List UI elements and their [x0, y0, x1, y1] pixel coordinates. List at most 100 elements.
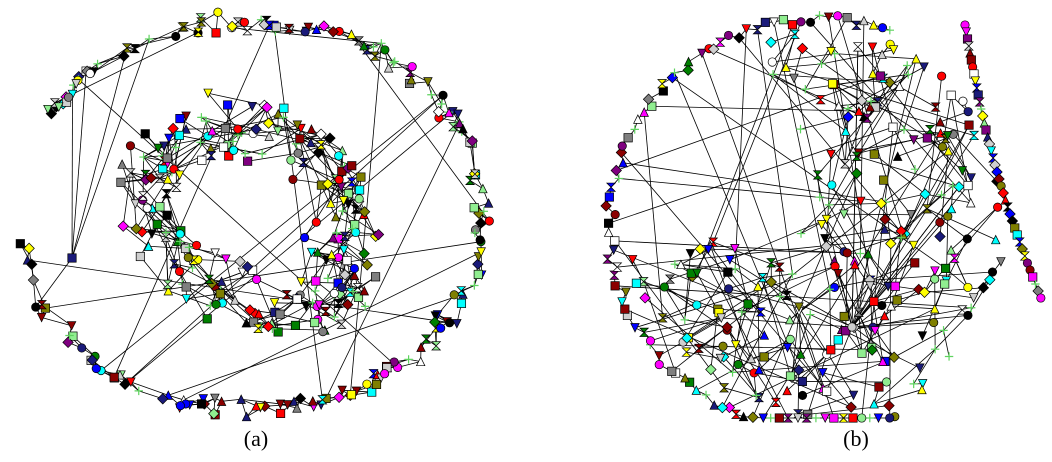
- graph-node: [833, 100, 844, 111]
- graph-node: [203, 88, 213, 99]
- graph-node: [833, 11, 843, 21]
- graph-node: [753, 281, 763, 291]
- graph-edge: [894, 230, 902, 287]
- graph-edge: [829, 202, 882, 206]
- graph-node: [226, 20, 238, 33]
- graph-node: [815, 192, 824, 202]
- graph-node: [125, 141, 135, 151]
- graph-node: [703, 244, 714, 255]
- graph-edge: [833, 77, 884, 85]
- graph-edge: [221, 398, 242, 402]
- nodes-layer: [15, 7, 494, 422]
- graph-edge: [427, 81, 442, 105]
- graph-node: [865, 413, 874, 423]
- graph-edge: [858, 129, 905, 154]
- graph-node: [963, 181, 973, 191]
- graph-node: [273, 327, 283, 337]
- graph-node: [333, 298, 344, 308]
- graph-edge: [851, 124, 970, 328]
- graph-edge: [299, 138, 340, 180]
- graph-node: [918, 286, 931, 298]
- graph-node: [778, 15, 788, 25]
- graph-node: [208, 407, 220, 420]
- graph-node: [805, 17, 816, 27]
- graph-edge: [741, 311, 765, 336]
- graph-node: [161, 228, 171, 237]
- graph-node: [795, 349, 806, 359]
- graph-node: [953, 181, 965, 193]
- graph-node: [843, 104, 853, 113]
- graph-node: [630, 125, 639, 134]
- graph-node: [306, 124, 317, 134]
- graph-node: [752, 25, 763, 35]
- graph-node: [890, 281, 900, 291]
- graph-node: [279, 113, 288, 122]
- graph-node: [614, 174, 624, 183]
- graph-node: [725, 255, 735, 265]
- graph-node: [728, 368, 737, 377]
- graph-edge: [952, 134, 998, 182]
- graph-edge: [615, 285, 972, 309]
- graph-node: [191, 240, 202, 250]
- graph-edge: [728, 277, 763, 290]
- graph-node: [284, 23, 295, 33]
- graph-node: [883, 76, 896, 89]
- graph-edge: [825, 154, 832, 247]
- graph-node: [825, 285, 834, 294]
- nodes-layer: [600, 11, 1046, 423]
- graph-node: [759, 330, 770, 340]
- graph-edge: [616, 75, 881, 171]
- graph-node: [866, 344, 878, 356]
- graph-node: [654, 360, 664, 370]
- graph-edge: [889, 243, 892, 419]
- graph-node: [65, 331, 74, 340]
- graph-node: [188, 263, 197, 273]
- graph-node: [334, 175, 344, 185]
- graph-node: [855, 196, 866, 207]
- graph-node: [164, 133, 174, 144]
- graph-node: [145, 172, 157, 184]
- graph-node: [286, 155, 296, 165]
- graph-node: [870, 326, 880, 336]
- graph-node: [718, 341, 728, 351]
- graph-node: [175, 114, 185, 124]
- graph-edge: [337, 238, 355, 269]
- graph-edge: [634, 265, 836, 329]
- graph-edge: [283, 117, 322, 146]
- graph-edge: [810, 314, 842, 330]
- graph-node: [275, 399, 286, 410]
- graph-node: [883, 399, 895, 412]
- graph-node: [306, 137, 316, 148]
- graph-node: [241, 411, 252, 422]
- graph-edge: [671, 150, 949, 372]
- graph-edge: [752, 173, 858, 418]
- graph-node: [236, 394, 246, 404]
- graph-node: [322, 178, 334, 190]
- graph-node: [681, 332, 693, 344]
- graph-node: [336, 319, 347, 329]
- graph-node: [330, 312, 339, 322]
- graph-node: [935, 217, 945, 227]
- graph-node: [868, 68, 878, 79]
- graph-node: [821, 214, 832, 225]
- graph-node: [210, 248, 220, 259]
- graph-edge: [220, 279, 257, 295]
- graph-node: [691, 385, 702, 395]
- graph-node: [359, 40, 369, 51]
- graph-node: [943, 145, 954, 156]
- graph-node: [968, 293, 979, 303]
- graph-node: [452, 319, 462, 329]
- graph-node: [612, 262, 623, 272]
- graph-node: [633, 114, 643, 124]
- graph-node: [667, 366, 677, 376]
- graph-node: [162, 210, 172, 220]
- graph-node: [143, 241, 154, 251]
- graph-node: [308, 396, 318, 406]
- graph-node: [856, 94, 868, 107]
- graph-node: [171, 143, 181, 152]
- graph-node: [66, 321, 77, 331]
- graph-node: [109, 372, 119, 382]
- graph-node: [163, 174, 173, 184]
- graph-node: [822, 386, 832, 396]
- graph-edge: [608, 126, 894, 224]
